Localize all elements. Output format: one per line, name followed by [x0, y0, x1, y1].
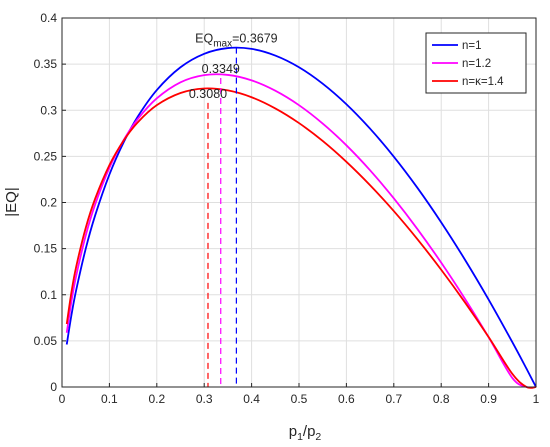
- y-axis-label: |EQ|: [3, 187, 20, 216]
- y-tick-label: 0.35: [34, 57, 58, 71]
- x-tick-label: 0.1: [101, 392, 118, 406]
- y-tick-label: 0.2: [40, 196, 57, 210]
- legend: n=1 n=1.2 n=κ=1.4: [425, 32, 527, 94]
- peak-annotation-1: EQmax=0.3679: [195, 32, 278, 50]
- series-line-2: [65, 73, 537, 389]
- series-layer: [65, 46, 537, 389]
- x-tick-label: 0.7: [385, 392, 402, 406]
- legend-label-3: n=κ=1.4: [462, 76, 504, 88]
- x-tick-label: 0.9: [480, 392, 497, 406]
- y-tick-label: 0.1: [40, 288, 57, 302]
- x-axis-label: p1/p2: [289, 423, 322, 443]
- x-tick-label: 0.6: [338, 392, 355, 406]
- legend-label-2: n=1.2: [462, 58, 491, 70]
- legend-label-1: n=1: [462, 40, 482, 52]
- x-tick-label: 0.2: [148, 392, 165, 406]
- y-tick-label: 0.4: [40, 11, 57, 25]
- x-tick-label: 0: [59, 392, 66, 406]
- annotations: EQmax=0.3679 0.3349 0.3080: [189, 32, 278, 101]
- y-tick-label: 0: [50, 380, 57, 394]
- x-tick-label: 1: [533, 392, 540, 406]
- series-line-3: [65, 87, 537, 389]
- peak-markers: [207, 47, 237, 387]
- x-tick-label: 0.3: [196, 392, 213, 406]
- peak-annotation-2: 0.3349: [202, 62, 240, 76]
- x-tick-label: 0.5: [291, 392, 308, 406]
- y-tick-label: 0.25: [34, 149, 58, 163]
- y-tick-label: 0.05: [34, 334, 58, 348]
- y-tick-label: 0.3: [40, 103, 57, 117]
- x-tick-label: 0.4: [243, 392, 260, 406]
- peak-annotation-3: 0.3080: [189, 87, 227, 101]
- ticks: 0 0.1 0.2 0.3 0.4 0.5 0.6 0.7 0.8 0.9 1 0 0.05 0.1 0.1…: [34, 11, 540, 406]
- y-tick-label: 0.15: [34, 242, 58, 256]
- series-line-1: [65, 46, 537, 388]
- x-tick-label: 0.8: [433, 392, 450, 406]
